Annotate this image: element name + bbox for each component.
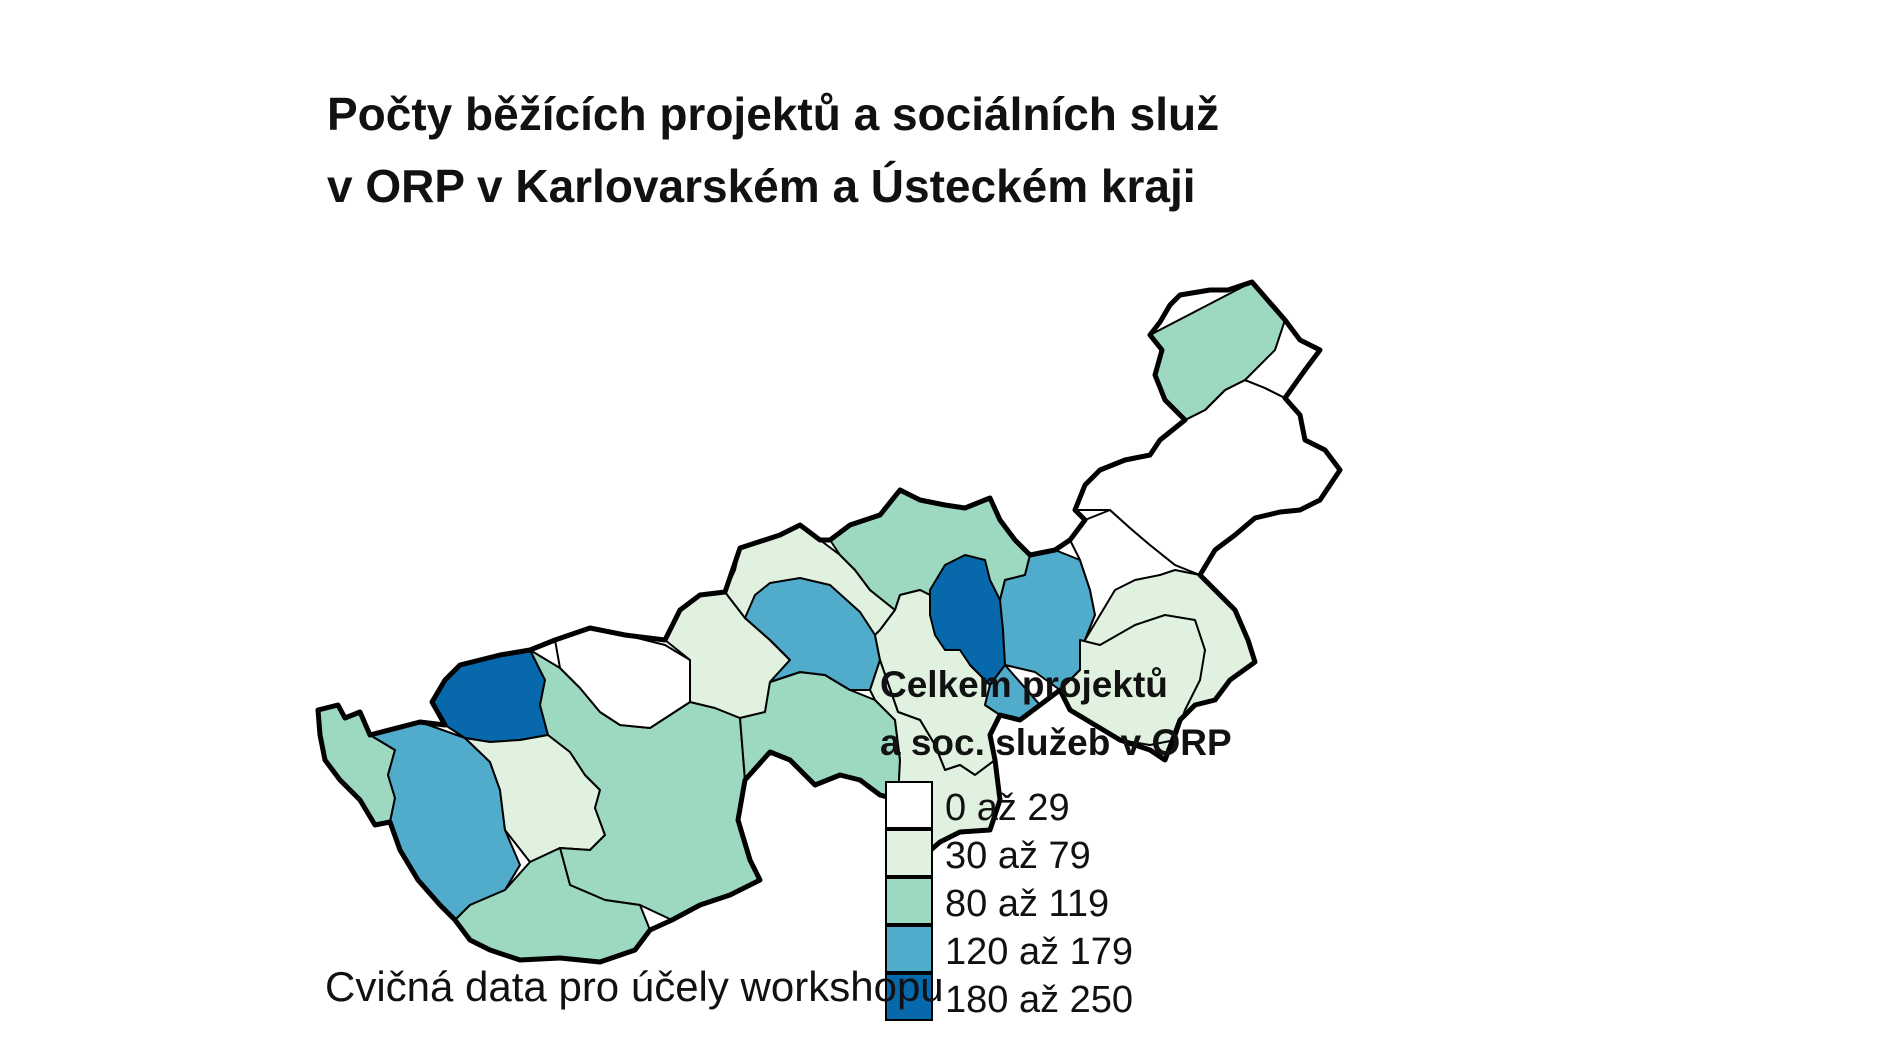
- legend-label-3: 120 až 179: [945, 931, 1134, 973]
- legend-title-line2: a soc. služeb v ORP: [880, 722, 1232, 763]
- orp-region-11[interactable]: [744, 577, 881, 691]
- legend-swatch-4: [885, 973, 933, 1021]
- legend-swatch-1: [885, 829, 933, 877]
- orp-region-3[interactable]: [431, 649, 549, 743]
- legend-label-0: 0 až 29: [945, 787, 1070, 829]
- legend-label-4: 180 až 250: [945, 979, 1134, 1021]
- map-title-line2: v ORP v Karlovarském a Ústeckém kraji: [327, 160, 1196, 212]
- map-caption: Cvičná data pro účely workshopu: [325, 963, 944, 1010]
- map-title-line1: Počty běžících projektů a sociálních slu…: [327, 88, 1220, 140]
- legend-label-1: 30 až 79: [945, 835, 1091, 877]
- legend-swatch-2: [885, 877, 933, 925]
- legend-label-2: 80 až 119: [945, 883, 1110, 925]
- legend-swatch-3: [885, 925, 933, 973]
- legend-swatch-0: [885, 781, 933, 829]
- legend-title-line1: Celkem projektů: [880, 664, 1168, 705]
- region-outer-border: [315, 279, 1343, 965]
